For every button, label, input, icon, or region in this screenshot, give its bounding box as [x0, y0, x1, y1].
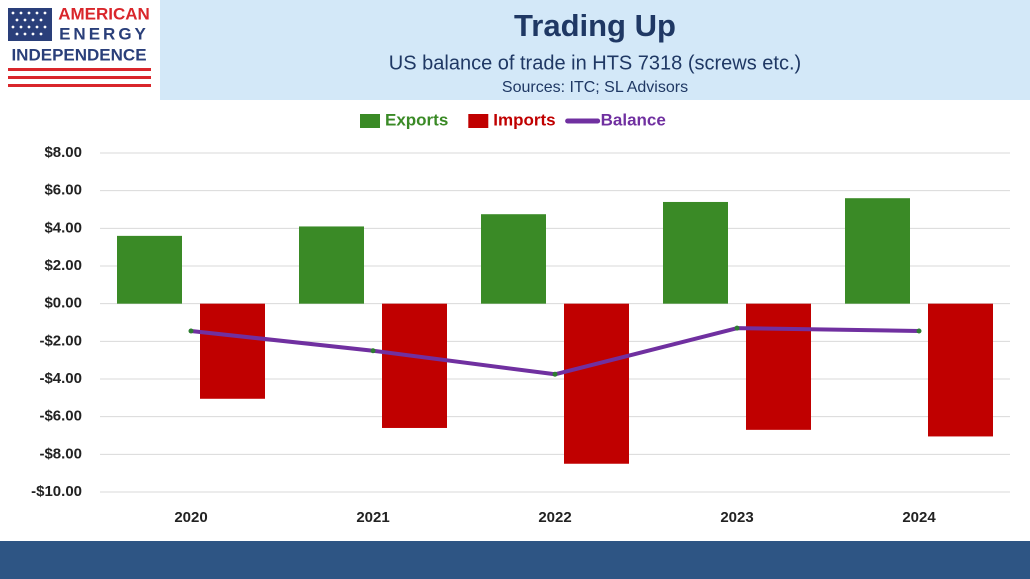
- logo-text: AMERICAN: [58, 4, 150, 23]
- x-tick-label: 2020: [174, 509, 207, 526]
- logo-stripe: [8, 68, 151, 71]
- y-tick-label: $2.00: [44, 257, 82, 274]
- x-tick-label: 2022: [538, 509, 571, 526]
- x-tick-label: 2024: [902, 509, 936, 526]
- y-tick-label: -$2.00: [39, 332, 82, 349]
- logo: AMERICAN ENERGY INDEPENDENCE: [8, 4, 151, 87]
- logo-text: ENERGY: [59, 24, 149, 43]
- logo-stripe: [8, 76, 151, 79]
- bar: [200, 303, 265, 399]
- legend-swatch: [468, 114, 489, 128]
- legend-swatch: [360, 114, 380, 128]
- legend-label: Balance: [601, 110, 666, 129]
- logo-stripe: [8, 84, 151, 87]
- x-tick-label: 2021: [356, 509, 389, 526]
- y-tick-label: $8.00: [44, 144, 82, 161]
- line-marker: [370, 348, 376, 354]
- x-tick-label: 2023: [720, 509, 753, 526]
- flag-stars: [11, 11, 47, 36]
- chart-subtitle: US balance of trade in HTS 7318 (screws …: [389, 52, 801, 74]
- bar: [299, 226, 364, 304]
- y-tick-label: $0.00: [44, 295, 82, 312]
- y-tick-label: $6.00: [44, 182, 82, 199]
- bar: [117, 235, 182, 304]
- bar: [382, 303, 447, 428]
- bar: [564, 303, 629, 464]
- footer-band: [0, 541, 1030, 579]
- y-tick-label: -$6.00: [39, 408, 82, 425]
- bar: [746, 303, 811, 430]
- y-tick-label: -$8.00: [39, 445, 82, 462]
- header-band: [160, 0, 1030, 100]
- legend-label: Imports: [493, 110, 555, 129]
- y-tick-label: $4.00: [44, 219, 82, 236]
- bar: [481, 214, 546, 304]
- y-tick-label: -$4.00: [39, 370, 82, 387]
- bar: [845, 198, 910, 304]
- y-tick-label: -$10.00: [31, 483, 82, 500]
- logo-text: INDEPENDENCE: [11, 45, 146, 64]
- line-marker: [552, 371, 558, 377]
- chart-source: Sources: ITC; SL Advisors: [502, 79, 688, 96]
- line-marker: [188, 328, 194, 334]
- legend-label: Exports: [385, 110, 448, 129]
- bar: [663, 201, 728, 304]
- line-marker: [916, 328, 922, 334]
- bar: [928, 303, 993, 437]
- chart-title: Trading Up: [514, 8, 676, 43]
- line-marker: [734, 325, 740, 331]
